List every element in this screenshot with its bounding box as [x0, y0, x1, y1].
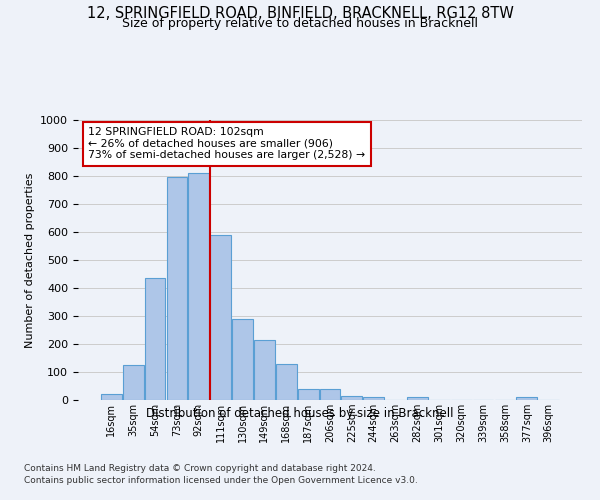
Bar — [320, 389, 340, 400]
Bar — [210, 235, 231, 400]
Text: Size of property relative to detached houses in Bracknell: Size of property relative to detached ho… — [122, 17, 478, 30]
Bar — [298, 389, 319, 400]
Text: Distribution of detached houses by size in Bracknell: Distribution of detached houses by size … — [146, 408, 454, 420]
Y-axis label: Number of detached properties: Number of detached properties — [25, 172, 35, 348]
Bar — [232, 319, 253, 400]
Text: 12 SPRINGFIELD ROAD: 102sqm
← 26% of detached houses are smaller (906)
73% of se: 12 SPRINGFIELD ROAD: 102sqm ← 26% of det… — [88, 127, 365, 160]
Bar — [407, 397, 428, 400]
Bar — [101, 394, 122, 400]
Bar — [517, 397, 537, 400]
Bar — [167, 178, 187, 400]
Text: 12, SPRINGFIELD ROAD, BINFIELD, BRACKNELL, RG12 8TW: 12, SPRINGFIELD ROAD, BINFIELD, BRACKNEL… — [86, 6, 514, 21]
Text: Contains public sector information licensed under the Open Government Licence v3: Contains public sector information licen… — [24, 476, 418, 485]
Bar — [188, 173, 209, 400]
Bar — [364, 397, 384, 400]
Bar — [145, 278, 166, 400]
Bar — [276, 364, 296, 400]
Bar — [123, 365, 143, 400]
Text: Contains HM Land Registry data © Crown copyright and database right 2024.: Contains HM Land Registry data © Crown c… — [24, 464, 376, 473]
Bar — [254, 340, 275, 400]
Bar — [341, 396, 362, 400]
